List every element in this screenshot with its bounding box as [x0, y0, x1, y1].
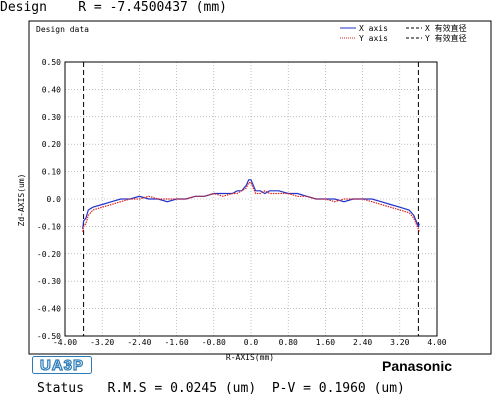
design-header: Design R = -7.4500437 (mm): [0, 0, 227, 16]
x-tick-label: 2.40: [353, 338, 372, 347]
x-tick-label: 1.60: [316, 338, 335, 347]
y-tick-label: 0.40: [42, 85, 61, 94]
x-tick-label: -0.80: [202, 338, 226, 347]
design-label: Design: [0, 0, 47, 15]
series-lines: [82, 179, 420, 233]
x-axis-label: R-AXIS(mm): [226, 353, 274, 362]
x-tick-label: 3.20: [390, 338, 409, 347]
tick-labels: -4.00 -3.20 -2.40 -1.60 -0.80 0.0 0.80 1.60 2.40…: [37, 58, 447, 347]
x-tick-label: 0.80: [279, 338, 298, 347]
y-tick-label: -0.30: [37, 277, 61, 286]
rms-value: R.M.S = 0.0245 (um): [107, 381, 257, 396]
status-bar: Status R.M.S = 0.0245 (um) P-V = 0.1960 …: [37, 381, 405, 397]
y-tick-label: -0.50: [37, 332, 61, 341]
x-tick-label: -1.60: [165, 338, 189, 347]
legend-label: Y axis: [359, 34, 388, 43]
y-tick-label: 0.20: [42, 140, 61, 149]
effective-diameter-markers: [83, 62, 419, 336]
series-line: [82, 182, 420, 233]
status-label: Status: [37, 381, 84, 396]
plot-area: [64, 61, 438, 337]
y-tick-label: 0.30: [42, 113, 61, 122]
plot-border: [64, 61, 438, 337]
y-tick-label: 0.0: [47, 195, 62, 204]
legend-label: X axis: [359, 24, 388, 33]
x-tick-label: 0.0: [244, 338, 259, 347]
legend: X axis X 有效直径 Y axis Y 有效直径: [340, 23, 467, 43]
legend-label: X 有效直径: [425, 23, 467, 33]
x-tick-label: -3.20: [90, 338, 114, 347]
y-tick-label: -0.40: [37, 305, 61, 314]
pv-value: P-V = 0.1960 (um): [271, 381, 405, 396]
y-tick-label: -0.20: [37, 250, 61, 259]
panasonic-logo: Panasonic: [382, 358, 453, 374]
chart-frame: [28, 20, 492, 355]
y-axis-label: Zd-AXIS(um): [17, 174, 26, 227]
x-tick-label: 4.00: [427, 338, 446, 347]
chart-title: Design data: [36, 25, 89, 34]
y-tick-label: 0.10: [42, 168, 61, 177]
x-tick-label: -4.00: [53, 338, 77, 347]
design-formula: R = -7.4500437 (mm): [78, 0, 227, 15]
grid: [65, 62, 437, 336]
y-tick-label: 0.50: [42, 58, 61, 67]
x-tick-label: -2.40: [127, 338, 151, 347]
svg-text:UA3P: UA3P: [40, 357, 84, 374]
ua3p-logo: UA3P: [32, 356, 92, 374]
y-tick-label: -0.10: [37, 222, 61, 231]
legend-label: Y 有效直径: [425, 33, 467, 43]
